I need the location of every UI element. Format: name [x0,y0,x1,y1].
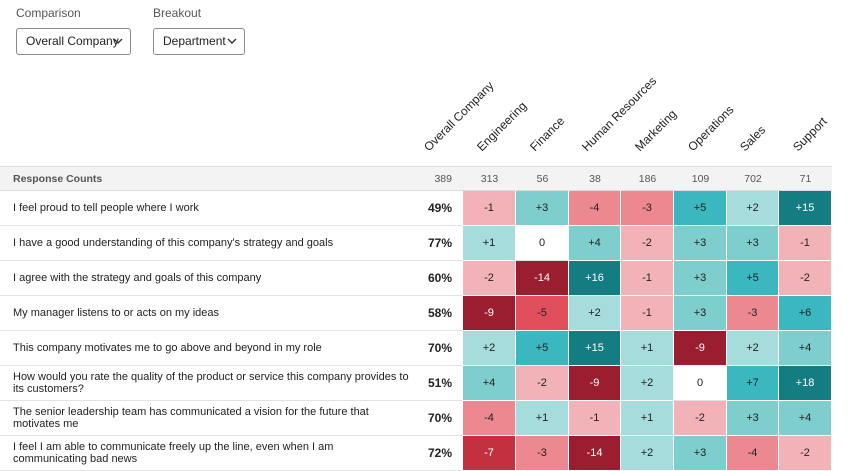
response-count: 71 [799,172,812,185]
diff-cell: -5 [516,296,569,331]
diff-cell: +1 [621,401,674,436]
diff-cell: +3 [674,261,727,296]
response-count: 56 [536,172,549,185]
overall-score: 60% [410,261,463,296]
diff-cell: +15 [779,191,832,226]
diff-cell: -9 [463,296,516,331]
diff-cell: -2 [621,226,674,261]
diff-cell: -4 [569,191,621,226]
dropdown-value: Overall Company [26,34,119,48]
diff-cell: +7 [727,366,779,401]
response-count: 313 [480,172,499,185]
diff-cell: +5 [516,331,569,366]
diff-cell: +2 [727,191,779,226]
diff-cell: -9 [674,331,727,366]
diff-cell: +3 [516,191,569,226]
response-count: 38 [589,172,601,185]
diff-cell: +3 [674,436,727,471]
diff-cell: -3 [621,191,674,226]
diff-cell: +3 [727,226,779,261]
diff-cell: +6 [779,296,832,331]
overall-score: 72% [410,436,463,471]
diff-cell: 0 [516,226,569,261]
overall-score: 49% [410,191,463,226]
diff-cell: +4 [779,401,832,436]
diff-cell: -2 [516,366,569,401]
diff-cell: -1 [463,191,516,226]
column-header: Engineering [473,98,529,154]
diff-cell: +2 [463,331,516,366]
diff-cell: +18 [779,366,832,401]
chevron [113,38,123,44]
row-label: My manager listens to or acts on my idea… [0,296,410,331]
chevron [227,38,237,44]
diff-cell: +3 [674,226,727,261]
diff-cell: -14 [569,436,621,471]
diff-cell: -2 [463,261,516,296]
diff-cell: -4 [463,401,516,436]
diff-cell: -2 [779,261,832,296]
response-count: 109 [691,172,710,185]
diff-cell: -1 [621,296,674,331]
diff-cell: +15 [569,331,621,366]
overall-score: 51% [410,366,463,401]
diff-cell: -1 [779,226,832,261]
diff-cell: +2 [621,436,674,471]
counts-label: Response Counts [13,172,103,185]
diff-cell: +1 [516,401,569,436]
diff-cell: +1 [463,226,516,261]
column-header: Support [789,114,830,154]
dropdown[interactable]: Department [153,28,245,55]
row-label: This company motivates me to go above an… [0,331,410,366]
dropdown[interactable]: Overall Company [16,28,131,55]
diff-cell: +2 [569,296,621,331]
row-label: I have a good understanding of this comp… [0,226,410,261]
diff-cell: +2 [727,331,779,366]
diff-cell: -1 [621,261,674,296]
diff-cell: +16 [569,261,621,296]
column-header: Marketing [631,106,679,154]
counts-row-bg [0,166,832,191]
row-label: I feel I am able to communicate freely u… [0,436,410,471]
diff-cell: -1 [569,401,621,436]
column-header: Operations [684,102,737,154]
diff-cell: +2 [621,366,674,401]
dropdown-value: Department [163,34,226,48]
response-count: 702 [744,172,762,185]
diff-cell: +3 [674,296,727,331]
row-label: I feel proud to tell people where I work [0,191,410,226]
diff-cell: +5 [674,191,727,226]
diff-cell: -2 [779,436,832,471]
diff-cell: -2 [674,401,727,436]
diff-cell: +3 [727,401,779,436]
diff-cell: -3 [727,296,779,331]
diff-cell: +4 [463,366,516,401]
row-label: The senior leadership team has communica… [0,401,410,436]
row-label: How would you rate the quality of the pr… [0,366,410,401]
diff-cell: +5 [727,261,779,296]
control-label: Comparison [16,6,81,20]
diff-cell: +4 [569,226,621,261]
response-count: 389 [434,172,452,185]
overall-score: 58% [410,296,463,331]
row-label: I agree with the strategy and goals of t… [0,261,410,296]
response-count: 186 [638,172,657,185]
diff-cell: -4 [727,436,779,471]
control-label: Breakout [153,6,202,20]
diff-cell: 0 [674,366,727,401]
diff-cell: +4 [779,331,832,366]
diff-cell: -14 [516,261,569,296]
overall-score: 77% [410,226,463,261]
column-header: Sales [737,122,769,154]
overall-score: 70% [410,331,463,366]
diff-cell: -3 [516,436,569,471]
diff-cell: -9 [569,366,621,401]
diff-cell: -7 [463,436,516,471]
overall-score: 70% [410,401,463,436]
column-header: Finance [526,113,567,154]
diff-cell: +1 [621,331,674,366]
